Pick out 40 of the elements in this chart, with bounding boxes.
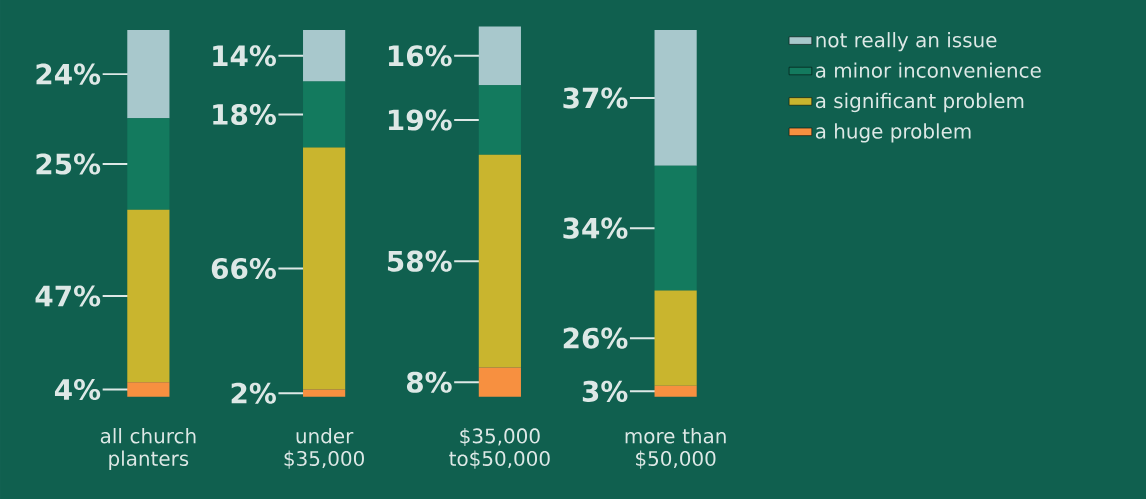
- data-label: 8%: [406, 371, 452, 393]
- legend-label: a significant problem: [815, 92, 1024, 113]
- bar: [127, 30, 170, 119]
- bar: [478, 85, 521, 155]
- x-tick-label: all church planters: [100, 428, 196, 470]
- bar: [478, 26, 521, 86]
- data-label: 2%: [231, 382, 276, 404]
- data-label: 37%: [563, 87, 628, 109]
- bar: [654, 385, 697, 397]
- bar: [127, 382, 170, 397]
- data-label: 16%: [388, 45, 452, 67]
- bar: [127, 118, 170, 210]
- data-label: 18%: [213, 103, 276, 126]
- data-label: 58%: [387, 250, 452, 272]
- data-label: 34%: [563, 217, 628, 239]
- bar: [478, 367, 521, 397]
- bar: [303, 147, 346, 390]
- data-label: 3%: [582, 380, 628, 402]
- x-tick-label: $35,000 to$50,000: [449, 428, 550, 469]
- data-label: 66%: [211, 257, 276, 280]
- bar: [303, 389, 346, 397]
- x-tick-label: more than $50,000: [625, 428, 726, 469]
- x-tick-label: under $35,000: [284, 428, 364, 469]
- data-label: 47%: [35, 285, 101, 307]
- bar: [654, 30, 697, 166]
- legend-label: not really an issue: [816, 32, 997, 52]
- bar: [478, 154, 521, 368]
- data-label: 14%: [213, 45, 276, 67]
- bar: [654, 290, 697, 386]
- bar: [654, 165, 697, 291]
- legend-label: a huge problem: [815, 123, 971, 143]
- data-label: 26%: [563, 327, 628, 349]
- bar: [127, 209, 170, 383]
- data-label: 19%: [388, 109, 452, 131]
- data-label: 4%: [54, 379, 101, 401]
- data-label: 25%: [36, 153, 101, 175]
- data-label: 24%: [36, 63, 101, 85]
- bar: [303, 81, 346, 148]
- legend-label: a minor inconvenience: [815, 62, 1041, 78]
- bar: [303, 30, 346, 82]
